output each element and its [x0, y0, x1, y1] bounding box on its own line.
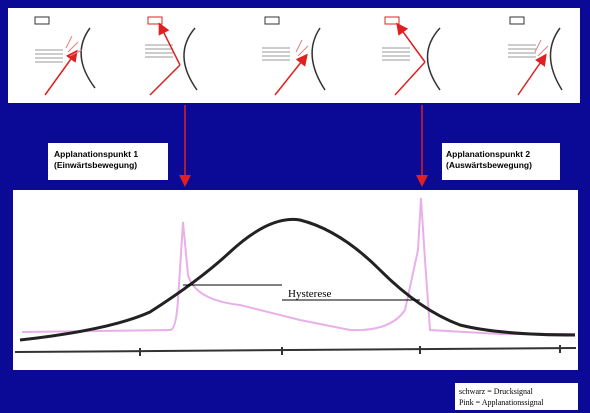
diagram: Applanationspunkt 1 (Einwärtsbewegung) A… [0, 0, 590, 413]
legend-text: schwarz = Drucksignal [459, 387, 534, 396]
label-title: Applanationspunkt 2 [446, 149, 530, 159]
label-subtitle: (Einwärtsbewegung) [54, 160, 137, 170]
page: {"labels": {"point1": {"title": "Applana… [0, 0, 590, 413]
top-panel [8, 8, 580, 103]
label-title: Applanationspunkt 1 [54, 149, 138, 159]
graph-panel [13, 190, 578, 370]
legend-text: Pink = Applanationssignal [459, 398, 544, 407]
label-subtitle: (Auswärtsbewegung) [446, 160, 532, 170]
hysteresis-label: Hysterese [288, 288, 331, 300]
